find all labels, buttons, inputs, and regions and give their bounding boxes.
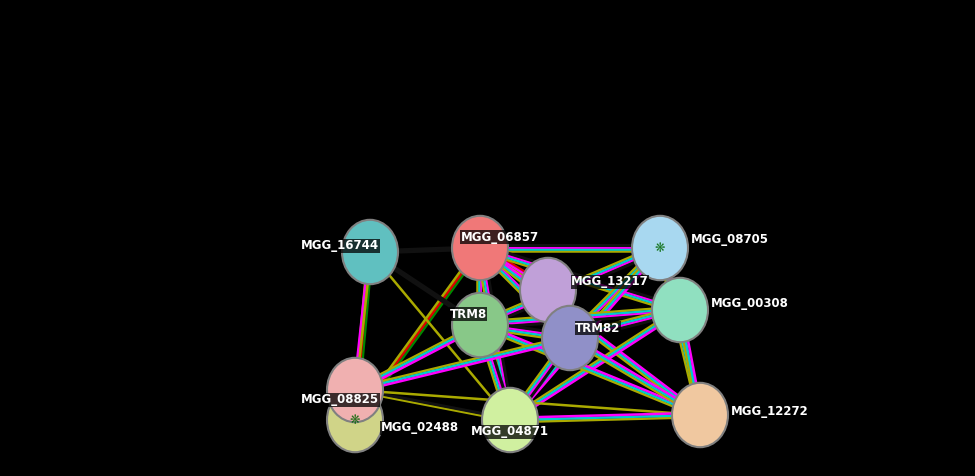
- Ellipse shape: [482, 388, 538, 452]
- Text: TRM82: TRM82: [575, 321, 621, 335]
- Ellipse shape: [652, 278, 708, 342]
- Ellipse shape: [452, 293, 508, 357]
- Text: MGG_08825: MGG_08825: [301, 394, 379, 407]
- Text: MGG_13217: MGG_13217: [571, 276, 649, 288]
- Text: MGG_12272: MGG_12272: [731, 406, 809, 418]
- Text: ❋: ❋: [655, 241, 665, 255]
- Ellipse shape: [342, 220, 398, 284]
- Ellipse shape: [672, 383, 728, 447]
- Text: MGG_02488: MGG_02488: [381, 422, 459, 435]
- Ellipse shape: [452, 216, 508, 280]
- Ellipse shape: [327, 358, 383, 422]
- Text: MGG_00308: MGG_00308: [711, 297, 789, 309]
- Text: MGG_04871: MGG_04871: [471, 426, 549, 438]
- Text: MGG_08705: MGG_08705: [691, 234, 769, 247]
- Text: ❋: ❋: [350, 414, 360, 426]
- Ellipse shape: [632, 216, 688, 280]
- Ellipse shape: [327, 388, 383, 452]
- Ellipse shape: [542, 306, 598, 370]
- Text: MGG_16744: MGG_16744: [301, 239, 379, 252]
- Text: TRM8: TRM8: [449, 307, 487, 320]
- Ellipse shape: [520, 258, 576, 322]
- Text: MGG_06857: MGG_06857: [461, 230, 539, 244]
